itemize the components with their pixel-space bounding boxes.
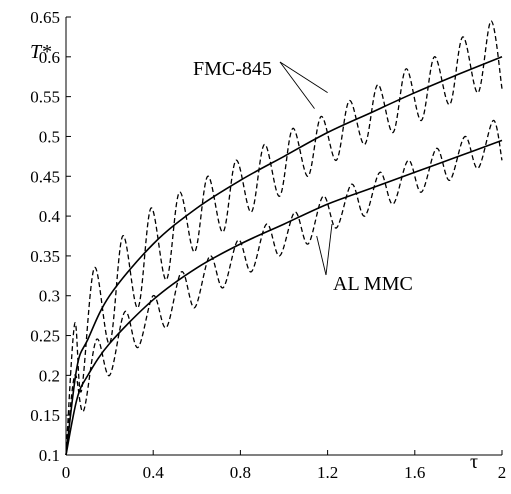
series-line-2 [65, 20, 503, 456]
annotation-leader [325, 224, 333, 276]
y-tick-label: 0.6 [39, 48, 60, 67]
y-tick-label: 0.2 [39, 366, 60, 385]
y-tick-label: 0.3 [39, 287, 60, 306]
y-tick-label: 0.65 [30, 8, 60, 27]
y-axis-label: T* [30, 41, 51, 63]
y-tick-label: 0.45 [30, 167, 60, 186]
series-line-1 [65, 56, 503, 456]
x-axis-label: τ [470, 451, 478, 473]
y-tick-label: 0.15 [30, 406, 60, 425]
y-tick-label: 0.4 [39, 207, 61, 226]
x-tick-label: 0.8 [230, 463, 251, 482]
y-tick-label: 0.1 [39, 446, 60, 465]
annotation-label: FMC-845 [193, 58, 272, 80]
series-layer [65, 20, 503, 456]
x-tick-label: 0 [62, 463, 71, 482]
x-tick-label: 1.6 [404, 463, 425, 482]
series-line-4 [65, 119, 503, 456]
annotation-label: AL MMC [333, 273, 413, 295]
y-tick-label: 0.5 [39, 127, 60, 146]
x-tick-label: 0.4 [143, 463, 165, 482]
series-line-3 [65, 139, 503, 456]
x-tick-label: 2 [498, 463, 507, 482]
x-tick-label: 1.2 [317, 463, 338, 482]
y-tick-label: 0.25 [30, 327, 60, 346]
annotation-leader [279, 61, 328, 94]
annotations: FMC-845 AL MMC [193, 58, 413, 295]
annotation-leader [316, 235, 327, 276]
y-tick-label: 0.35 [30, 247, 60, 266]
y-tick-label: 0.55 [30, 88, 60, 107]
annotation-leader [279, 61, 315, 109]
axes: 0 0.4 0.8 1.2 1.6 2 0.1 0.15 0.2 0.25 0.3 0.35 0.4 0.… [30, 8, 506, 482]
